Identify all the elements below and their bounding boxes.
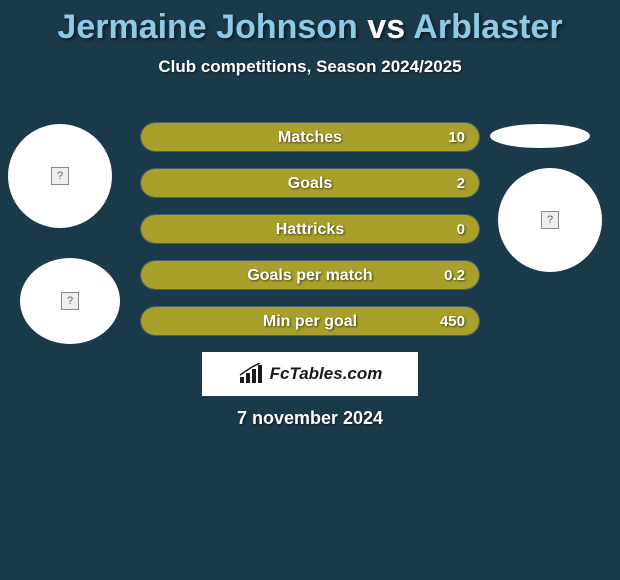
bar-chart-icon	[238, 363, 264, 385]
player-avatar	[8, 124, 112, 228]
fctables-logo: FcTables.com	[202, 352, 418, 396]
stat-value: 450	[440, 307, 465, 336]
stat-row: Min per goal450	[140, 306, 480, 336]
date-text: 7 november 2024	[0, 408, 620, 429]
stat-row: Goals per match0.2	[140, 260, 480, 290]
stat-row: Matches10	[140, 122, 480, 152]
broken-image-icon	[51, 167, 69, 185]
stat-row: Goals2	[140, 168, 480, 198]
player1-name: Jermaine Johnson	[57, 8, 357, 46]
player-avatar	[498, 168, 602, 272]
stat-value: 0.2	[444, 261, 465, 290]
player2-name: Arblaster	[413, 8, 562, 46]
logo-text: FcTables.com	[270, 364, 383, 384]
stat-row: Hattricks0	[140, 214, 480, 244]
stat-label: Goals per match	[141, 261, 479, 290]
stat-value: 0	[457, 215, 465, 244]
stat-value: 2	[457, 169, 465, 198]
stat-label: Matches	[141, 123, 479, 152]
comparison-title: Jermaine Johnson vs Arblaster	[0, 0, 620, 47]
stat-value: 10	[448, 123, 465, 152]
stat-bars: Matches10 Goals2 Hattricks0 Goals per match…	[140, 122, 480, 352]
stat-label: Goals	[141, 169, 479, 198]
broken-image-icon	[541, 211, 559, 229]
broken-image-icon	[61, 292, 79, 310]
stat-label: Hattricks	[141, 215, 479, 244]
player-avatar-ellipse	[490, 124, 590, 148]
player-avatar	[20, 258, 120, 344]
subtitle: Club competitions, Season 2024/2025	[0, 57, 620, 77]
stat-label: Min per goal	[141, 307, 479, 336]
vs-text: vs	[367, 8, 405, 46]
